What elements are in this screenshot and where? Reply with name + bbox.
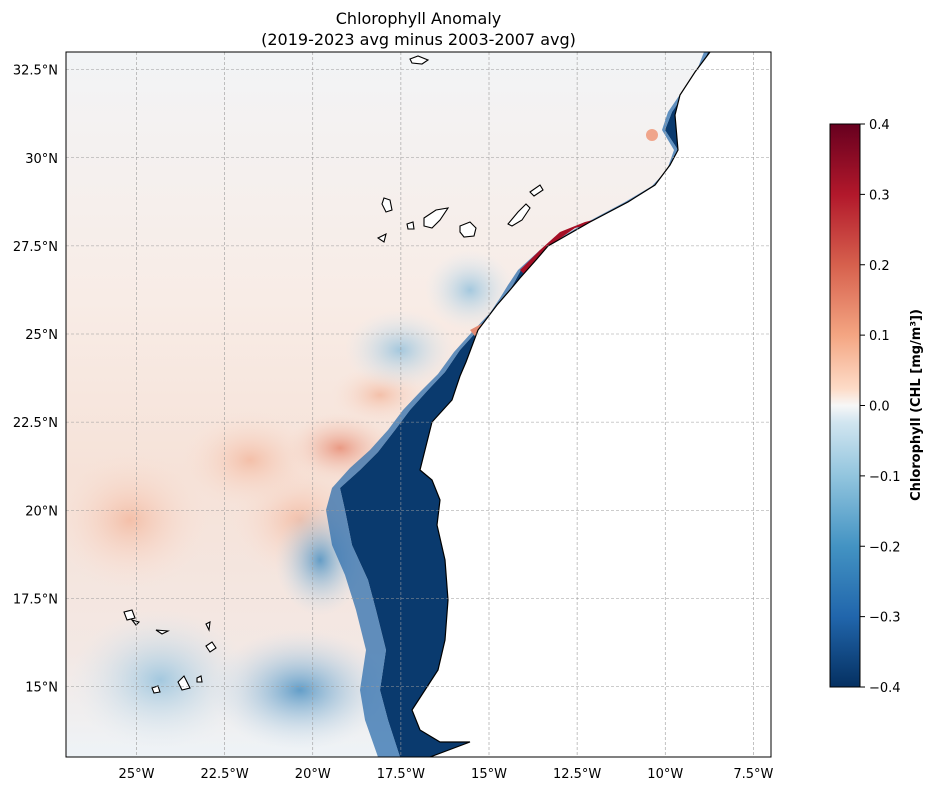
colorbar-tick-label: 0.0 — [869, 400, 890, 415]
lon-tick-label: 22.5°W — [200, 767, 248, 782]
lat-tick-label: 22.5°N — [13, 416, 58, 431]
lon-tick-label: 15°W — [471, 767, 507, 782]
lat-tick-label: 32.5°N — [13, 64, 58, 79]
anomaly-warm-patch — [66, 450, 210, 590]
lat-tick-label: 17.5°N — [13, 592, 58, 607]
madeira-island — [409, 55, 430, 65]
lon-tick-label: 25°W — [119, 767, 155, 782]
colorbar-tick-label: 0.4 — [869, 118, 890, 133]
map-frame — [65, 51, 772, 758]
lon-tick-label: 7.5°W — [733, 767, 773, 782]
colorbar-tick-label: −0.1 — [869, 470, 901, 485]
colorbar-gradient — [829, 123, 861, 688]
colorbar-tick-label: −0.4 — [869, 681, 901, 696]
canary-islands — [376, 184, 544, 243]
gridlines — [66, 52, 771, 757]
anomaly-cool-patch — [345, 310, 455, 390]
land-africa — [412, 52, 771, 757]
anomaly-warm-patch — [180, 410, 320, 510]
coastline — [411, 52, 711, 757]
map-title-line1: Chlorophyll Anomaly — [335, 9, 502, 28]
anomaly-warm-spot — [646, 129, 658, 141]
lat-tick-label: 20°N — [25, 504, 58, 519]
colorbar: 0.4 0.3 0.2 0.1 0.0 −0.1 −0.2 −0.3 −0.4 Chloroph… — [829, 118, 924, 696]
lat-tick-label: 15°N — [25, 681, 58, 696]
lon-tick-label: 17.5°W — [377, 767, 425, 782]
map-title: Chlorophyll Anomaly (2019-2023 avg minus… — [66, 8, 771, 50]
lat-tick-label: 27.5°N — [13, 240, 58, 255]
colorbar-tick-label: −0.3 — [869, 611, 901, 626]
anomaly-cool-patch — [210, 630, 390, 750]
anomaly-field — [66, 52, 771, 757]
longitude-ticks: 25°W 22.5°W 20°W 17.5°W 15°W 12.5°W 10°W 7.5°W — [119, 767, 774, 782]
lat-tick-label: 30°N — [25, 152, 58, 167]
lon-tick-label: 20°W — [295, 767, 331, 782]
lon-tick-label: 12.5°W — [553, 767, 601, 782]
anomaly-coastal-negative — [340, 52, 710, 757]
colorbar-tick-label: 0.1 — [869, 329, 890, 344]
map-title-line2: (2019-2023 avg minus 2003-2007 avg) — [261, 30, 576, 49]
colorbar-label: Chlorophyll (CHL [mg/m³]) — [909, 309, 924, 501]
anomaly-cool-patch — [70, 610, 250, 750]
colorbar-ticks: 0.4 0.3 0.2 0.1 0.0 −0.1 −0.2 −0.3 −0.4 — [860, 118, 901, 696]
colorbar-tick-label: 0.3 — [869, 188, 890, 203]
lon-tick-label: 10°W — [647, 767, 683, 782]
colorbar-tick-label: 0.2 — [869, 259, 890, 274]
colorbar-tick-label: −0.2 — [869, 540, 901, 555]
latitude-ticks: 32.5°N 30°N 27.5°N 25°N 22.5°N 20°N 17.5°N 15°N — [13, 64, 58, 696]
anomaly-coastal-fringe — [326, 52, 708, 757]
lat-tick-label: 25°N — [25, 328, 58, 343]
